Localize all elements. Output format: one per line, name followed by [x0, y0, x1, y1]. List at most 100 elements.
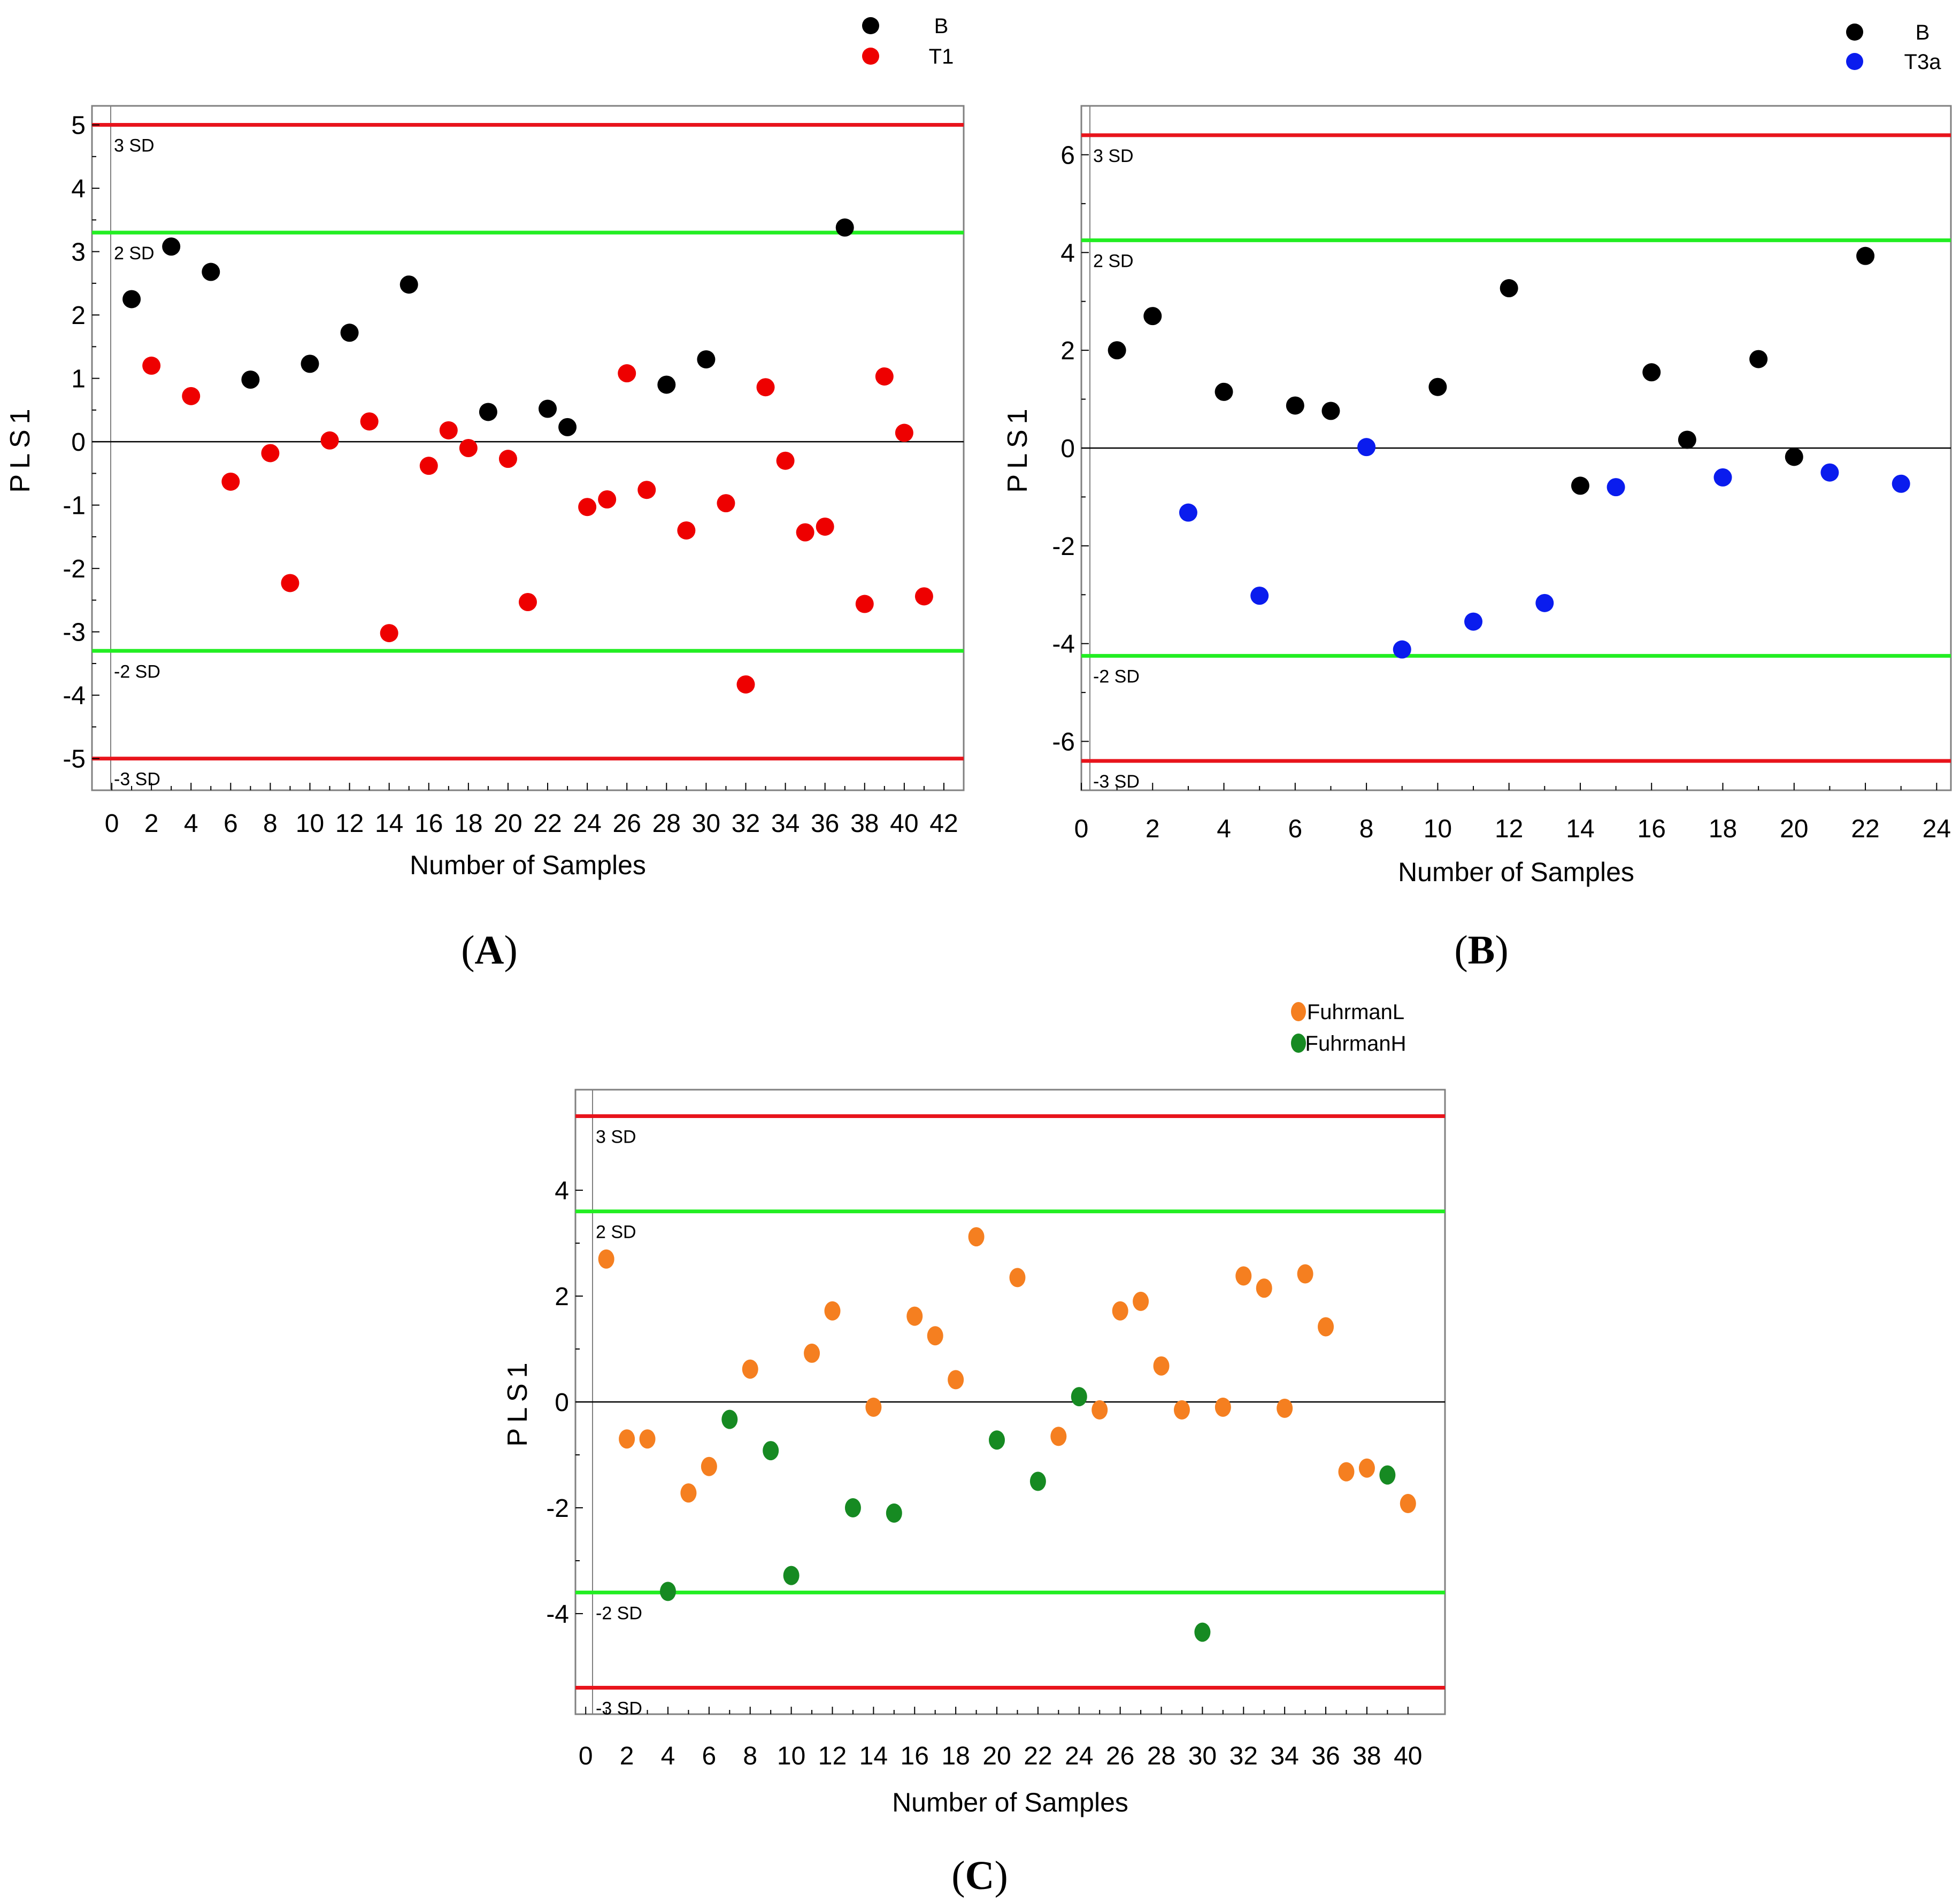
panel-label-close: ) [504, 928, 517, 973]
data-point-t3a [1179, 503, 1197, 522]
data-point-b [241, 371, 260, 389]
x-tick-label: 12 [1495, 815, 1523, 843]
data-point-b [539, 399, 557, 418]
sd-label: 3 SD [1093, 146, 1134, 166]
x-tick-label: 18 [941, 1742, 970, 1770]
data-point-fuhrmanh [1071, 1387, 1087, 1407]
data-point-fuhrmanh [886, 1503, 902, 1523]
sd-label: 3 SD [114, 136, 155, 156]
x-tick-label: 16 [414, 810, 443, 838]
x-tick-label: 20 [494, 810, 522, 838]
data-point-fuhrmanh [1379, 1465, 1396, 1485]
data-point-t3a [1250, 587, 1269, 605]
x-tick-label: 2 [1146, 815, 1160, 843]
x-tick-label: 28 [652, 810, 681, 838]
x-tick-label: 26 [613, 810, 641, 838]
x-tick-label: 6 [1288, 815, 1302, 843]
x-tick-label: 42 [929, 810, 958, 838]
panel-label-close: ) [994, 1853, 1008, 1898]
legend-marker-b [1846, 24, 1863, 41]
data-point-t1 [816, 517, 834, 536]
data-point-fuhrmanh [1194, 1622, 1211, 1642]
y-tick-label: 4 [1060, 239, 1075, 267]
x-tick-label: 8 [1359, 815, 1374, 843]
x-axis-title: Number of Samples [410, 850, 646, 880]
x-tick-label: 8 [743, 1742, 757, 1770]
x-tick-label: 0 [1074, 815, 1089, 843]
y-tick-label: -4 [63, 682, 86, 710]
data-point-b [558, 418, 577, 436]
data-point-t1 [855, 595, 874, 613]
x-tick-label: 38 [1352, 1742, 1381, 1770]
x-tick-label: 30 [1188, 1742, 1217, 1770]
data-point-b [1571, 476, 1589, 495]
data-point-fuhrmanl [701, 1456, 717, 1476]
data-point-t3a [1892, 474, 1910, 493]
data-point-t1 [598, 490, 617, 508]
y-tick-label: 0 [555, 1389, 569, 1417]
sd-label: -3 SD [596, 1699, 642, 1719]
x-tick-label: 10 [296, 810, 324, 838]
data-point-t1 [618, 364, 636, 383]
data-point-b [1678, 430, 1696, 449]
x-tick-label: 4 [1217, 815, 1231, 843]
data-point-fuhrmanl [824, 1301, 841, 1321]
x-tick-label: 10 [777, 1742, 805, 1770]
data-point-t3a [1393, 640, 1411, 659]
y-tick-label: -2 [1052, 533, 1075, 561]
x-tick-label: 22 [1024, 1742, 1052, 1770]
data-point-fuhrmanl [1112, 1301, 1128, 1321]
data-point-b [122, 290, 141, 309]
legend-marker-t3a [1846, 53, 1863, 70]
y-axis-title: PLS1 [5, 403, 36, 492]
x-tick-label: 22 [1851, 815, 1879, 843]
data-point-b [1749, 350, 1768, 368]
x-tick-label: 32 [1229, 1742, 1258, 1770]
y-tick-label: -1 [63, 492, 86, 520]
data-point-t1 [360, 412, 379, 431]
y-tick-label: 4 [555, 1177, 569, 1205]
data-point-fuhrmanh [989, 1430, 1005, 1450]
sd-label: -2 SD [596, 1603, 642, 1623]
data-point-b [657, 375, 676, 394]
x-tick-label: 12 [335, 810, 364, 838]
data-point-b [340, 323, 359, 342]
data-point-b [1785, 448, 1803, 466]
data-point-t1 [677, 521, 696, 540]
sd-label: -2 SD [114, 661, 160, 682]
data-point-fuhrmanl [906, 1306, 923, 1326]
legend-label: B [934, 14, 949, 38]
sd-label: 2 SD [114, 243, 155, 264]
data-point-fuhrmanl [1215, 1397, 1231, 1417]
x-tick-label: 24 [1065, 1742, 1093, 1770]
data-point-fuhrmanl [598, 1249, 614, 1269]
x-tick-label: 12 [818, 1742, 847, 1770]
y-tick-label: 5 [71, 112, 86, 140]
panel-label-letter: C [965, 1853, 995, 1898]
plot-frame [91, 105, 965, 791]
x-tick-label: 40 [1394, 1742, 1422, 1770]
y-axis-title: PLS1 [502, 1357, 533, 1446]
data-point-fuhrmanl [1133, 1291, 1149, 1311]
legend-marker-t1 [862, 48, 879, 65]
x-tick-label: 6 [702, 1742, 717, 1770]
data-point-t1 [439, 421, 458, 440]
legend-marker-b [862, 17, 879, 34]
data-point-b [1143, 307, 1162, 326]
y-tick-label: -5 [63, 745, 86, 774]
panel-label-letter: B [1468, 928, 1495, 973]
data-point-fuhrmanl [1050, 1427, 1067, 1446]
x-tick-label: 40 [890, 810, 918, 838]
data-point-fuhrmanh [721, 1409, 738, 1429]
data-point-fuhrmanl [1358, 1458, 1375, 1478]
data-point-fuhrmanl [948, 1370, 964, 1390]
sd-label: -3 SD [1093, 772, 1140, 792]
y-axis-title: PLS1 [1002, 403, 1033, 492]
data-point-t1 [459, 439, 478, 457]
y-tick-label: -2 [63, 555, 86, 583]
data-point-fuhrmanl [1235, 1266, 1252, 1286]
data-point-fuhrmanl [1318, 1317, 1334, 1337]
legend-label: FuhrmanL [1307, 1000, 1404, 1024]
data-point-fuhrmanl [619, 1429, 635, 1449]
x-tick-label: 38 [850, 810, 879, 838]
